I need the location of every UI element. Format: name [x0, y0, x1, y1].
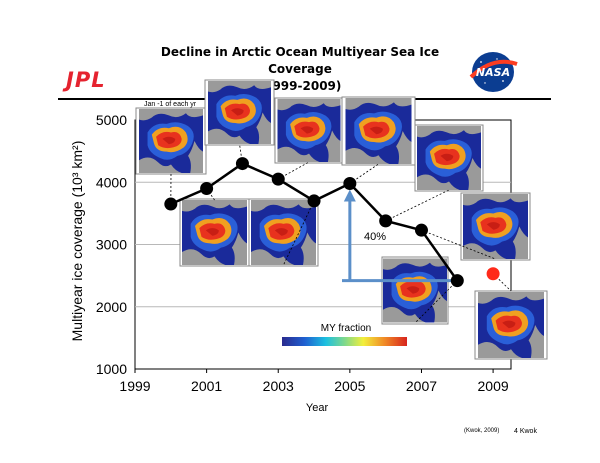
- page-title: Decline in Arctic Ocean Multiyear Sea Ic…: [150, 44, 450, 95]
- decline-arrow-head: [343, 189, 356, 202]
- ice-map: [383, 258, 447, 323]
- title-line-1: Decline in Arctic Ocean Multiyear Sea Ic…: [160, 45, 440, 76]
- x-axis-label: Year: [306, 402, 329, 414]
- ice-map: [208, 81, 271, 144]
- y-tick-label: 2000: [96, 299, 127, 315]
- x-tick-label: 2001: [191, 378, 222, 394]
- data-point: [307, 194, 321, 208]
- map-connector: [385, 189, 450, 222]
- ice-map: [417, 126, 481, 190]
- ice-map: [277, 99, 341, 162]
- map-caption: Jan -1 of each yr: [144, 101, 197, 108]
- page-number: 4 Kwok: [514, 428, 537, 435]
- data-point: [379, 214, 393, 228]
- title-line-2: (1999-2009): [258, 79, 342, 93]
- data-point: [271, 172, 285, 186]
- x-tick-label: 1999: [119, 378, 150, 394]
- x-tick-label: 2003: [263, 378, 294, 394]
- y-axis-ticks: 1000 2000 3000 4000 5000: [96, 112, 127, 377]
- data-point-highlight: [486, 267, 500, 281]
- x-axis-ticks: 1999 2001 2003 2005 2007 2009: [119, 369, 509, 394]
- x-tick-label: 2009: [478, 378, 509, 394]
- citation: (Kwok, 2009): [464, 428, 500, 434]
- ice-map: [139, 109, 203, 173]
- data-point: [343, 176, 357, 190]
- y-tick-label: 1000: [96, 361, 127, 377]
- ice-map: [478, 292, 544, 358]
- jpl-logo: JPL: [66, 68, 106, 92]
- data-point: [200, 181, 214, 195]
- data-point: [414, 223, 428, 237]
- ice-map: [182, 200, 247, 265]
- decline-annotation: [342, 189, 458, 283]
- data-point: [450, 274, 464, 288]
- x-tick-label: 2005: [334, 378, 365, 394]
- map-connector: [239, 143, 243, 164]
- x-tick-label: 2007: [406, 378, 437, 394]
- ice-map: [251, 200, 316, 265]
- data-point: [235, 157, 249, 171]
- ice-map: [345, 98, 412, 164]
- y-axis-label: Multiyear ice coverage (10³ km²): [69, 141, 85, 342]
- colorbar-label: MY fraction: [321, 323, 371, 334]
- nasa-logo-text: NASA: [476, 66, 510, 79]
- data-points: [164, 157, 500, 288]
- data-point: [164, 197, 178, 211]
- ice-map-thumbnails: [135, 79, 548, 360]
- map-connector: [421, 229, 496, 260]
- my-fraction-colorbar: [282, 337, 407, 346]
- nasa-logo: NASA: [469, 52, 518, 92]
- y-tick-label: 4000: [96, 174, 127, 190]
- y-tick-label: 3000: [96, 237, 127, 253]
- ice-map: [463, 194, 528, 259]
- y-tick-label: 5000: [96, 112, 127, 128]
- map-connector: [414, 280, 458, 324]
- decline-percent-label: 40%: [364, 231, 386, 243]
